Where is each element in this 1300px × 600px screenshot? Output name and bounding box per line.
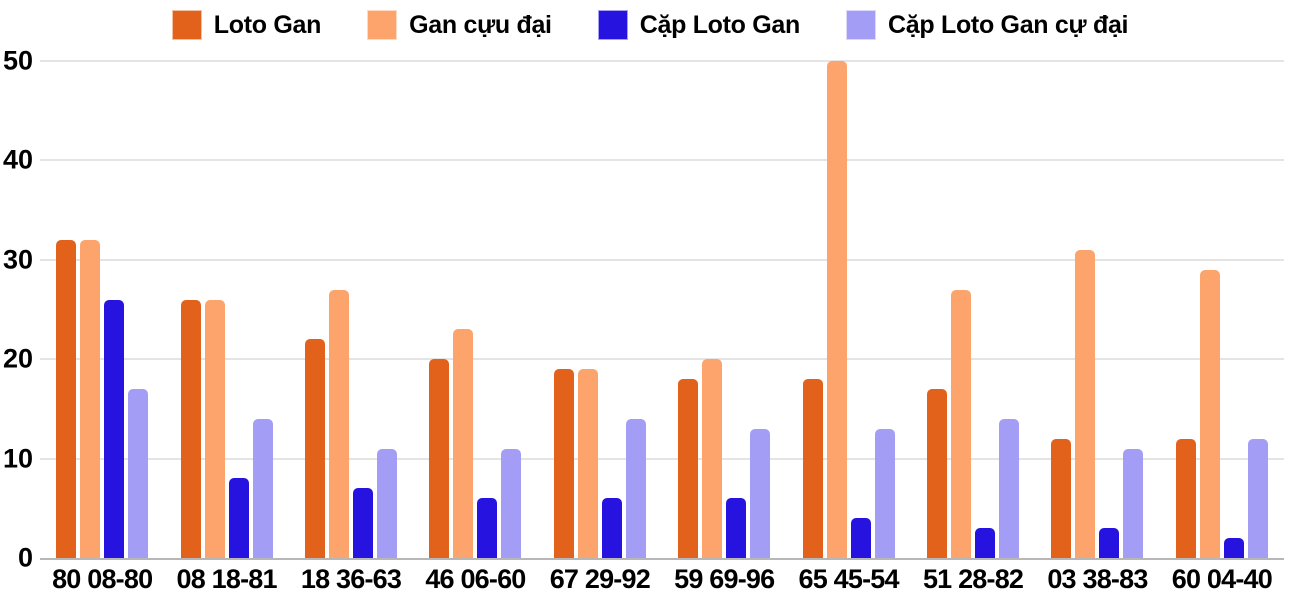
bar[interactable] (577, 369, 598, 558)
bar[interactable] (850, 518, 871, 558)
plot-area (40, 60, 1284, 560)
x-tick-label: 46 06-60 (425, 564, 526, 594)
bar[interactable] (80, 239, 101, 558)
legend-label: Gan cựu đại (409, 10, 552, 39)
bar[interactable] (128, 389, 149, 558)
bar-groups (40, 61, 1284, 558)
bar[interactable] (377, 448, 398, 558)
bar[interactable] (951, 289, 972, 558)
bar-group (538, 61, 662, 558)
bar[interactable] (1099, 528, 1120, 558)
legend-item: Cặp Loto Gan (597, 10, 801, 40)
bar[interactable] (874, 428, 895, 558)
bar[interactable] (204, 299, 225, 558)
bar[interactable] (999, 418, 1020, 558)
bar-group (1160, 61, 1284, 558)
bar-group (1035, 61, 1159, 558)
bar[interactable] (750, 428, 771, 558)
bar[interactable] (252, 418, 273, 558)
legend-label: Loto Gan (213, 10, 322, 39)
x-tick-label: 65 45-54 (798, 564, 900, 594)
bar[interactable] (1075, 249, 1096, 558)
y-tick-label: 50 (2, 45, 33, 76)
legend-color-swatch-icon (597, 10, 628, 40)
legend-item: Loto Gan (171, 10, 322, 40)
bar[interactable] (726, 498, 747, 558)
bar[interactable] (228, 478, 249, 558)
x-tick-label: 59 69-96 (674, 564, 775, 594)
bar[interactable] (927, 389, 948, 558)
x-tick-label: 18 36-63 (300, 564, 402, 594)
bar[interactable] (453, 329, 474, 558)
y-tick-label: 10 (2, 443, 33, 474)
bar[interactable] (1199, 269, 1220, 558)
x-axis-labels: 80 08-80 08 18-81 18 36-63 46 06-60 67 29-92… (40, 564, 1284, 595)
legend-item: Gan cựu đại (367, 10, 552, 40)
x-tick-label: 51 28-82 (922, 564, 1024, 594)
gridline (40, 159, 1284, 162)
bar-group (413, 61, 537, 558)
bar[interactable] (1223, 538, 1244, 558)
bar-group (289, 61, 413, 558)
x-tick-label: 80 08-80 (52, 564, 153, 594)
legend-color-swatch-icon (846, 10, 876, 40)
bar[interactable] (975, 528, 996, 558)
y-axis-labels: 0 10 20 30 40 50 (0, 47, 33, 571)
bar[interactable] (1051, 438, 1072, 558)
x-tick-label: 60 04-40 (1171, 564, 1273, 594)
y-tick-label: 30 (2, 244, 33, 275)
bar[interactable] (180, 299, 201, 558)
bar[interactable] (477, 498, 498, 558)
legend-label: Cặp Loto Gan cự đại (888, 10, 1129, 39)
x-tick-label: 67 29-92 (549, 564, 651, 594)
gridline (40, 358, 1284, 361)
bar[interactable] (1123, 448, 1144, 558)
legend-label: Cặp Loto Gan (639, 10, 801, 39)
bar[interactable] (625, 418, 646, 558)
gridline (40, 258, 1284, 261)
gridline (40, 60, 1284, 62)
bar[interactable] (702, 359, 723, 558)
legend-item: Cặp Loto Gan cự đại (846, 10, 1129, 40)
bar[interactable] (104, 299, 125, 558)
bar[interactable] (305, 339, 326, 558)
bar-group (662, 61, 786, 558)
bar[interactable] (329, 289, 350, 558)
bar[interactable] (1247, 438, 1268, 558)
x-tick-label: 03 38-83 (1047, 564, 1148, 594)
legend-color-swatch-icon (171, 10, 202, 40)
y-tick-label: 20 (2, 343, 33, 374)
bar[interactable] (553, 369, 574, 558)
legend: Loto Gan Gan cựu đại Cặp Loto Gan Cặp Loto … (0, 4, 1300, 46)
bar[interactable] (353, 488, 374, 558)
y-tick-label: 0 (17, 542, 33, 573)
bar-group (164, 61, 288, 558)
bar-group (40, 61, 164, 558)
bar[interactable] (501, 448, 522, 558)
x-tick-label: 08 18-81 (176, 564, 278, 594)
bar[interactable] (601, 498, 622, 558)
bar[interactable] (802, 379, 823, 558)
y-tick-label: 40 (2, 144, 33, 175)
bar[interactable] (56, 239, 77, 558)
bar[interactable] (826, 61, 847, 558)
bar-group (911, 61, 1035, 558)
bar[interactable] (678, 379, 699, 558)
bar[interactable] (429, 359, 450, 558)
bar[interactable] (1175, 438, 1196, 558)
bar-group (786, 61, 910, 558)
gridline (40, 457, 1284, 460)
legend-color-swatch-icon (367, 10, 398, 40)
